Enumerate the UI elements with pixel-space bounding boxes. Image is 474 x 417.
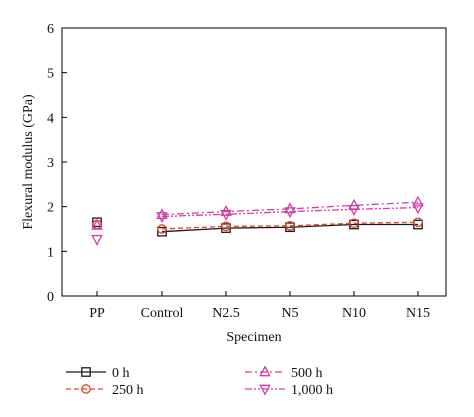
series-1 <box>92 217 423 237</box>
data-point <box>285 221 295 231</box>
data-point <box>412 195 424 207</box>
data-point <box>91 234 103 246</box>
legend: 0 h 250 h 500 h 1,000 h <box>66 365 333 398</box>
data-point <box>157 226 167 237</box>
data-point <box>220 209 232 221</box>
data-point <box>91 218 103 230</box>
legend-entry: 250 h <box>66 383 144 398</box>
data-point <box>348 204 360 216</box>
series-line <box>161 221 419 230</box>
series-line <box>161 223 418 233</box>
x-tick-label: N15 <box>406 306 430 321</box>
y-tick-label: 3 <box>47 156 54 171</box>
legend-label: 500 h <box>291 366 323 381</box>
data-point <box>412 203 424 215</box>
x-tick-label: N5 <box>281 306 298 321</box>
x-tick-label: N10 <box>342 306 366 321</box>
x-tick-label: PP <box>89 306 105 321</box>
y-tick-label: 1 <box>47 245 54 260</box>
y-tick-label: 6 <box>47 22 54 37</box>
x-axis: PP Control N2.5 N5 N10 N15 <box>89 291 430 321</box>
series-line <box>161 206 419 218</box>
data-point <box>413 217 423 228</box>
legend-entry: 1,000 h <box>245 383 333 398</box>
x-axis-label: Specimen <box>226 330 281 345</box>
legend-marker <box>259 384 271 396</box>
plot-frame <box>61 27 447 297</box>
data-point <box>157 224 167 234</box>
series-2 <box>92 217 423 234</box>
legend-marker <box>81 384 91 394</box>
legend-label: 250 h <box>112 383 144 398</box>
data-point <box>156 212 168 224</box>
series-layer <box>91 195 424 246</box>
x-tick-label: Control <box>141 306 184 321</box>
y-tick-label: 5 <box>47 67 54 82</box>
legend-marker <box>81 367 91 377</box>
data-point <box>221 221 231 232</box>
legend-entry: 500 h <box>245 365 323 381</box>
legend-label: 1,000 h <box>291 383 333 398</box>
legend-label: 0 h <box>112 366 130 381</box>
y-tick-label: 0 <box>47 290 54 305</box>
legend-marker <box>259 365 271 377</box>
y-tick-label: 4 <box>47 111 54 126</box>
series-line <box>161 201 419 216</box>
legend-entry: 0 h <box>66 366 130 381</box>
x-tick-label: N2.5 <box>212 306 240 321</box>
data-point <box>284 207 296 219</box>
data-point <box>349 218 359 229</box>
data-point <box>156 208 168 220</box>
y-axis-label: Flexural modulus (GPa) <box>21 94 36 230</box>
y-tick-label: 2 <box>47 201 54 216</box>
y-axis: 0 1 2 3 4 5 6 <box>47 22 67 305</box>
series-4 <box>91 203 424 246</box>
